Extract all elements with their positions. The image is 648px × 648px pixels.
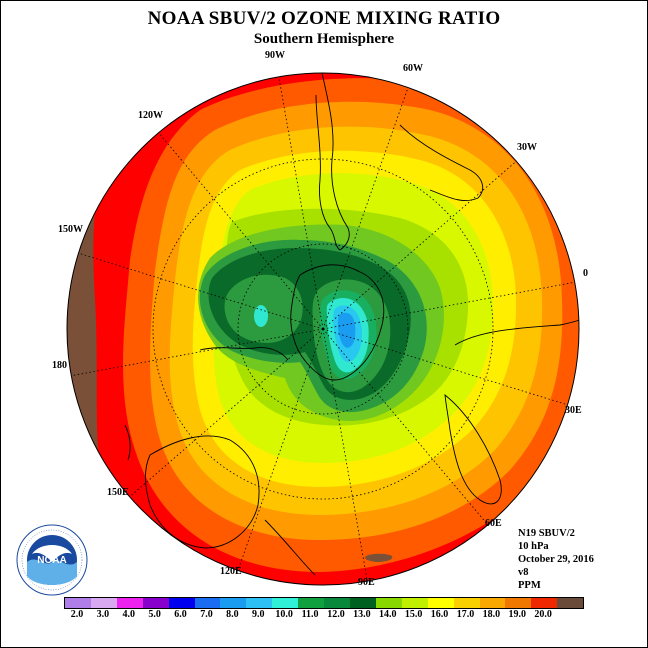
logo-text: NOAA bbox=[37, 555, 66, 566]
info-block: N19 SBUV/2 10 hPa October 29, 2016 v8 PP… bbox=[518, 527, 594, 592]
legend-swatch bbox=[194, 598, 221, 608]
legend-tick-label: 4.0 bbox=[122, 609, 136, 620]
legend-tick-label: 20.0 bbox=[534, 609, 552, 620]
graticule bbox=[69, 73, 577, 585]
band-20-spot bbox=[365, 553, 393, 562]
legend-tick-label: 13.0 bbox=[353, 609, 371, 620]
lon-label-120w: 120W bbox=[138, 110, 163, 121]
band-8-spot bbox=[254, 305, 268, 327]
noaa-logo: NOAA bbox=[16, 524, 88, 596]
color-legend bbox=[64, 597, 584, 609]
legend-tick-label: 11.0 bbox=[301, 609, 319, 620]
map-boundary bbox=[66, 72, 580, 586]
lon-label-30w: 30W bbox=[517, 142, 537, 153]
legend-swatch bbox=[220, 598, 247, 608]
legend-swatch bbox=[505, 598, 532, 608]
lon-label-60w: 60W bbox=[403, 63, 423, 74]
lon-label-90e: 90E bbox=[358, 577, 375, 588]
legend-swatch bbox=[557, 598, 584, 608]
map-subtitle: Southern Hemisphere bbox=[253, 31, 395, 47]
lon-label-0: 0 bbox=[583, 268, 588, 279]
legend-tick-label: 5.0 bbox=[148, 609, 161, 620]
legend-swatch bbox=[116, 598, 143, 608]
legend-tick-label: 19.0 bbox=[508, 609, 527, 620]
ozone-field bbox=[67, 73, 579, 585]
map-title: NOAA SBUV/2 OZONE MIXING RATIO bbox=[147, 8, 501, 29]
legend-tick-label: 12.0 bbox=[327, 609, 345, 620]
legend-tick-label: 17.0 bbox=[456, 609, 475, 620]
band-6 bbox=[338, 312, 356, 348]
lon-label-30e: 30E bbox=[565, 405, 582, 416]
legend-swatch bbox=[324, 598, 350, 608]
lon-label-150w: 150W bbox=[58, 224, 83, 235]
pressure-label: 10 hPa bbox=[518, 541, 549, 552]
legend-swatch bbox=[479, 598, 506, 608]
legend-swatch bbox=[427, 598, 454, 608]
legend-swatch bbox=[375, 598, 402, 608]
legend-tick-label: 3.0 bbox=[96, 609, 110, 620]
legend-swatch bbox=[90, 598, 117, 608]
version-label: v8 bbox=[518, 567, 529, 578]
coastlines bbox=[124, 73, 579, 576]
legend-tick-label: 2.0 bbox=[70, 609, 84, 620]
legend-tick-label: 16.0 bbox=[430, 609, 449, 620]
satellite-label: N19 SBUV/2 bbox=[518, 528, 575, 539]
lon-label-120e: 120E bbox=[220, 566, 242, 577]
legend-swatch bbox=[65, 598, 91, 608]
legend-swatch bbox=[453, 598, 480, 608]
legend-swatch bbox=[142, 598, 169, 608]
legend-tick-label: 7.0 bbox=[200, 609, 213, 620]
legend-tick-label: 10.0 bbox=[275, 609, 293, 620]
legend-swatch bbox=[168, 598, 195, 608]
legend-swatch bbox=[531, 598, 558, 608]
date-label: October 29, 2016 bbox=[518, 554, 594, 565]
legend-tick-label: 8.0 bbox=[226, 609, 239, 620]
legend-tick-label: 9.0 bbox=[252, 609, 265, 620]
lon-label-60e: 60E bbox=[485, 518, 502, 529]
legend-swatch bbox=[246, 598, 273, 608]
legend-swatch bbox=[298, 598, 325, 608]
legend-tick-label: 18.0 bbox=[482, 609, 501, 620]
legend-tick-label: 15.0 bbox=[404, 609, 423, 620]
legend-tick-label: 14.0 bbox=[379, 609, 397, 620]
legend-swatch bbox=[272, 598, 299, 608]
legend-tick-label: 6.0 bbox=[174, 609, 187, 620]
lon-label-180: 180 bbox=[52, 360, 67, 371]
legend-swatch bbox=[401, 598, 428, 608]
legend-swatch bbox=[349, 598, 376, 608]
units-label: PPM bbox=[518, 580, 541, 591]
lon-label-150e: 150E bbox=[107, 487, 129, 498]
lon-label-90w: 90W bbox=[265, 50, 285, 61]
